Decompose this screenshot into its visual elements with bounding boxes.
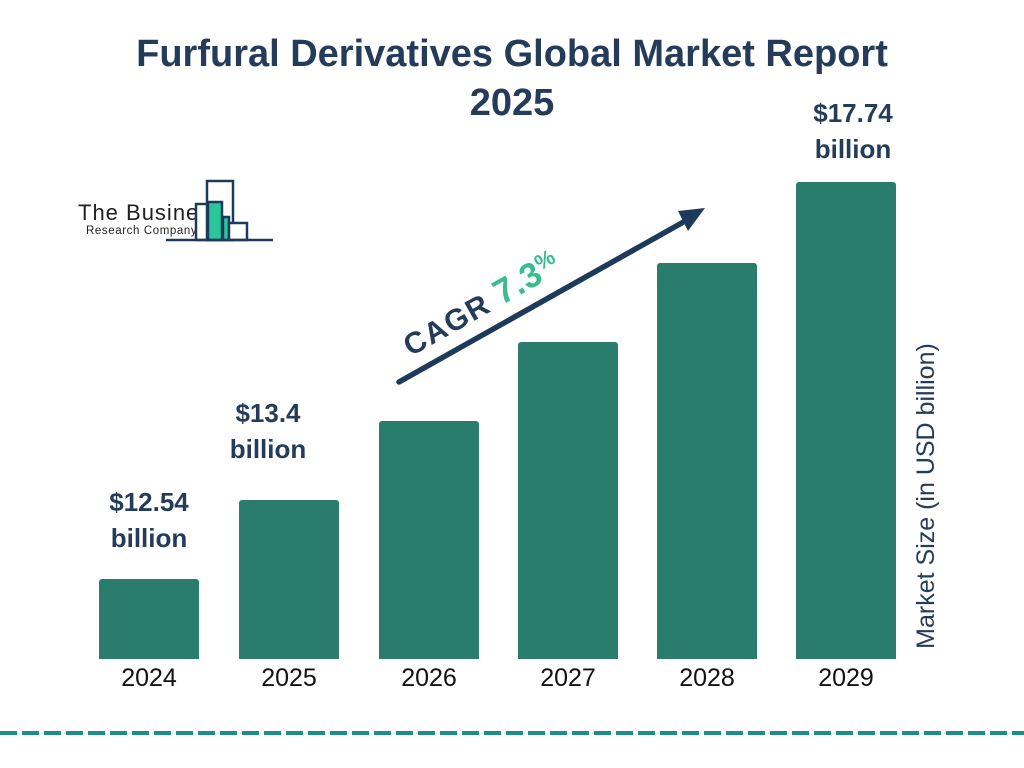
bar-2024 xyxy=(99,579,199,659)
page-title-line1: Furfural Derivatives Global Market Repor… xyxy=(136,33,888,75)
bottom-dashed-divider xyxy=(0,731,1024,735)
x-tick-2028: 2028 xyxy=(679,664,735,692)
logo-subname: Research Company xyxy=(86,225,198,237)
value-label-2024: $12.54 billion xyxy=(109,487,189,553)
logo: The Business Research Company xyxy=(74,178,289,246)
x-tick-2029: 2029 xyxy=(818,664,874,692)
bar-2026 xyxy=(379,421,479,659)
value-label-2029: $17.74 billion xyxy=(813,98,893,164)
y-axis-label: Market Size (in USD billion) xyxy=(912,343,940,649)
x-tick-2027: 2027 xyxy=(540,664,596,692)
x-tick-2025: 2025 xyxy=(261,664,317,692)
logo-bars-icon xyxy=(166,179,273,242)
page-title-line2: 2025 xyxy=(469,81,555,124)
bar-2025 xyxy=(239,500,339,659)
x-tick-2024: 2024 xyxy=(121,664,177,692)
x-tick-2026: 2026 xyxy=(401,664,457,692)
bar-2028 xyxy=(657,263,757,659)
value-label-2025: $13.4 billion xyxy=(229,398,307,464)
bar-2027 xyxy=(518,342,618,659)
page-title: Furfural Derivatives Global Market Repor… xyxy=(0,30,1024,127)
bar-2029 xyxy=(796,182,896,659)
